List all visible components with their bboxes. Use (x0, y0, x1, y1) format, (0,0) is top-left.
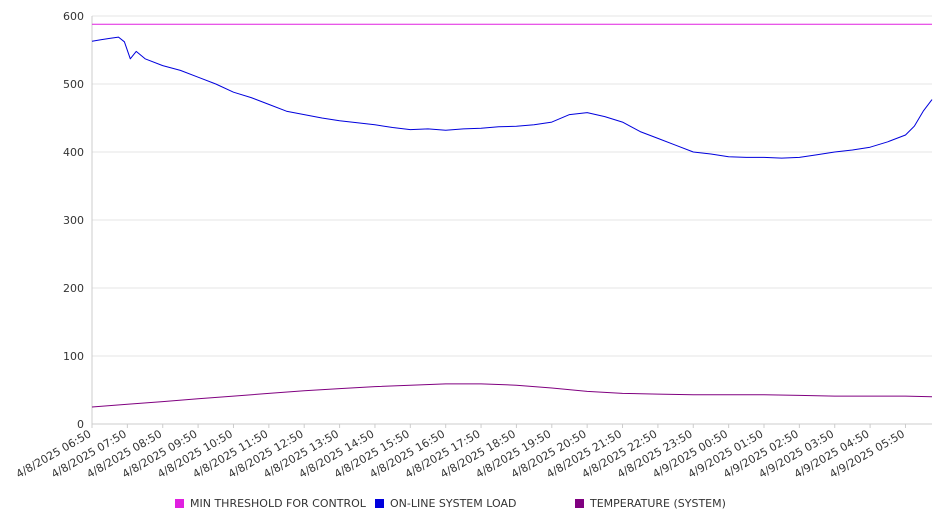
grid-lines (92, 15, 932, 425)
legend-swatch-min-threshold (175, 499, 184, 508)
x-tick-labels: 4/8/2025 06:504/8/2025 07:504/8/2025 08:… (14, 427, 907, 481)
legend: MIN THRESHOLD FOR CONTROL ON-LINE SYSTEM… (0, 497, 946, 515)
series-line-system-load (91, 36, 933, 159)
series-line-temperature (91, 383, 933, 408)
legend-swatch-temperature (575, 499, 584, 508)
y-tick-label: 500 (63, 78, 84, 91)
legend-label-min-threshold: MIN THRESHOLD FOR CONTROL (190, 497, 366, 510)
axes (91, 16, 932, 428)
y-tick-label: 200 (63, 282, 84, 295)
legend-label-temperature: TEMPERATURE (SYSTEM) (590, 497, 726, 510)
legend-item-min-threshold: MIN THRESHOLD FOR CONTROL (175, 497, 366, 510)
legend-label-system-load: ON-LINE SYSTEM LOAD (390, 497, 517, 510)
y-tick-labels: 0 100 200 300 400 500 600 (63, 10, 84, 431)
legend-item-system-load: ON-LINE SYSTEM LOAD (375, 497, 516, 510)
y-tick-label: 600 (63, 10, 84, 23)
legend-swatch-system-load (375, 499, 384, 508)
y-tick-label: 300 (63, 214, 84, 227)
y-tick-label: 0 (77, 418, 84, 431)
y-tick-label: 400 (63, 146, 84, 159)
y-tick-label: 100 (63, 350, 84, 363)
series-lines (91, 23, 933, 408)
legend-item-temperature: TEMPERATURE (SYSTEM) (575, 497, 726, 510)
